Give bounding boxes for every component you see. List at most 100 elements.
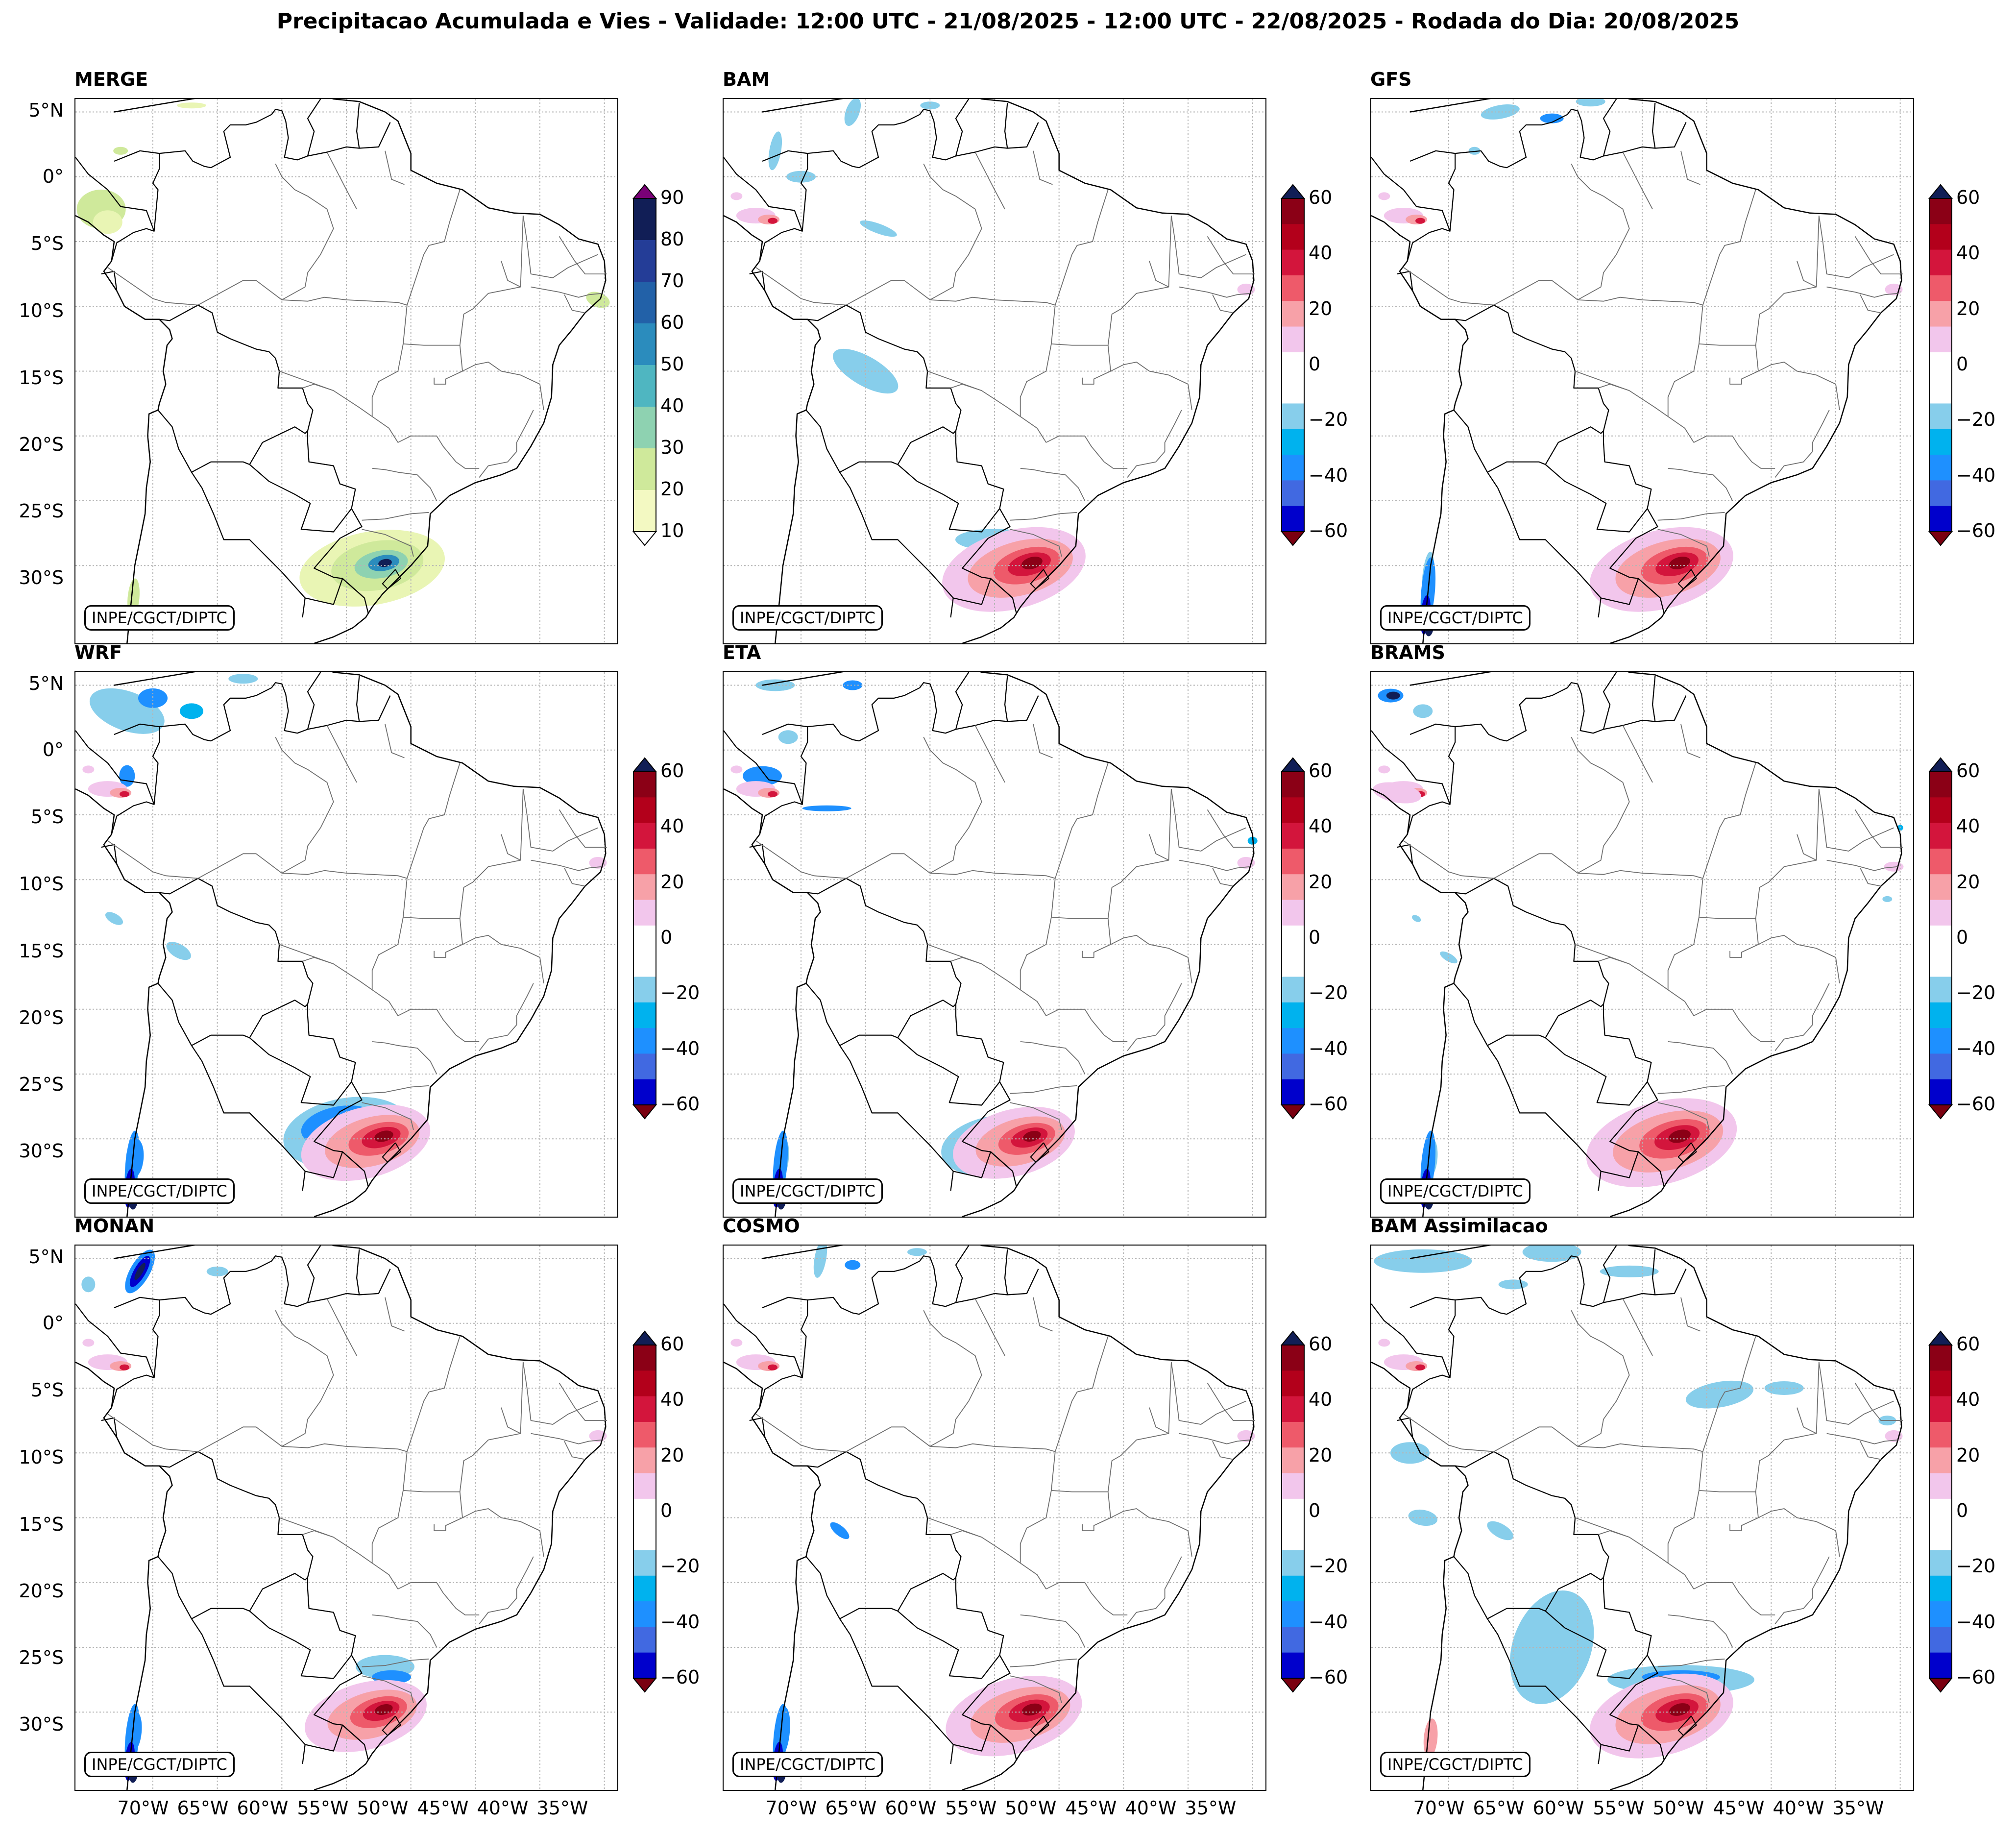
state-border bbox=[927, 944, 1021, 990]
colorbar-segment bbox=[1929, 772, 1952, 798]
field-patch bbox=[1510, 1590, 1594, 1705]
country-border bbox=[159, 1255, 282, 1315]
colorbar-extend-top bbox=[632, 184, 657, 199]
colorbar-extend-bottom bbox=[1928, 1678, 1953, 1693]
country-border bbox=[356, 102, 360, 148]
state-border bbox=[1826, 859, 1898, 871]
map-eta: INPE/CGCT/DIPTC bbox=[723, 671, 1266, 1218]
state-border bbox=[1164, 1556, 1182, 1598]
colorbar-segment bbox=[1282, 1524, 1304, 1550]
state-border bbox=[1797, 1407, 1817, 1434]
state-border bbox=[1033, 1297, 1053, 1332]
colorbar-extend-top bbox=[1280, 1330, 1306, 1345]
lat-label: 25°S bbox=[19, 500, 64, 522]
colorbar-segment bbox=[1929, 925, 1952, 952]
colorbar-segment bbox=[1282, 1652, 1304, 1679]
state-border bbox=[403, 1490, 463, 1531]
state-border bbox=[1699, 343, 1759, 385]
country-border bbox=[1453, 1556, 1604, 1619]
state-border bbox=[282, 296, 408, 306]
colorbar-segment bbox=[633, 1447, 656, 1474]
country-border bbox=[929, 684, 1039, 734]
colorbar-tick-label: 60 bbox=[1309, 1333, 1333, 1355]
credit-label: INPE/CGCT/DIPTC bbox=[732, 1752, 883, 1777]
colorbar-tick-label: −20 bbox=[1309, 982, 1348, 1004]
panel-title-eta: ETA bbox=[723, 642, 761, 663]
state-border bbox=[1812, 1556, 1830, 1598]
lagoon bbox=[1677, 1142, 1697, 1163]
colorbar-segment bbox=[1929, 275, 1952, 301]
colorbar-tick-label: 50 bbox=[660, 353, 684, 375]
colorbar-extend-bottom bbox=[1928, 531, 1953, 546]
map-canvas-wrf bbox=[75, 672, 617, 1217]
field-patch bbox=[802, 805, 851, 811]
state-border bbox=[197, 1426, 282, 1452]
state-border bbox=[362, 512, 429, 521]
lon-label: 50°W bbox=[1005, 1797, 1057, 1819]
country-border bbox=[953, 1724, 1013, 1752]
state-border bbox=[1693, 1008, 1775, 1042]
state-border bbox=[1826, 286, 1898, 298]
colorbar-segment bbox=[1282, 925, 1304, 952]
colorbar-brams bbox=[1928, 757, 1953, 1120]
country-border bbox=[75, 157, 155, 232]
colorbar-segment bbox=[1929, 848, 1952, 875]
colorbar-segment bbox=[1929, 1396, 1952, 1422]
state-border bbox=[846, 853, 930, 879]
lat-label: 0° bbox=[42, 166, 64, 187]
colorbar-segment bbox=[633, 977, 656, 1003]
colorbar-segment bbox=[1929, 1421, 1952, 1448]
colorbar-outline bbox=[633, 198, 656, 532]
colorbar-segment bbox=[633, 925, 656, 952]
state-border bbox=[1657, 512, 1725, 521]
country-border bbox=[953, 578, 1013, 605]
gridlines bbox=[1371, 672, 1913, 1217]
country-border bbox=[1652, 676, 1656, 722]
state-border bbox=[326, 725, 357, 783]
country-border bbox=[955, 99, 970, 156]
colorbar-segment bbox=[1929, 1575, 1952, 1602]
colorbar-segment bbox=[1929, 506, 1952, 532]
country-border bbox=[305, 1724, 365, 1752]
colorbar-segment bbox=[1929, 352, 1952, 378]
state-border bbox=[927, 1517, 1021, 1564]
colorbar-segment bbox=[1929, 1473, 1952, 1499]
colorbar-segment bbox=[633, 772, 656, 798]
colorbar-segment bbox=[1282, 506, 1304, 532]
field-patch bbox=[1374, 1249, 1472, 1273]
field-patch bbox=[1021, 557, 1043, 569]
state-border bbox=[1680, 1297, 1700, 1332]
lon-label: 45°W bbox=[1713, 1797, 1765, 1819]
country-border bbox=[111, 1296, 160, 1408]
colorbar-segment bbox=[633, 1627, 656, 1653]
colorbar-merge bbox=[632, 184, 657, 546]
map-canvas-monan bbox=[75, 1246, 617, 1790]
colorbar-segment bbox=[1929, 1601, 1952, 1627]
state-border bbox=[1020, 1041, 1086, 1075]
state-border bbox=[1818, 215, 1894, 278]
colorbar-extend-bottom bbox=[1280, 1104, 1306, 1120]
pacific-coast bbox=[724, 1361, 821, 1790]
field-patch bbox=[1668, 1129, 1691, 1143]
colorbar-tick-label: 40 bbox=[1956, 1389, 1980, 1411]
colorbar-tick-label: −60 bbox=[1309, 1093, 1348, 1115]
lat-label: 30°S bbox=[19, 1713, 64, 1735]
state-border bbox=[1657, 1658, 1725, 1667]
state-border bbox=[1693, 435, 1775, 469]
lon-label: 55°W bbox=[945, 1797, 997, 1819]
state-border bbox=[929, 1342, 982, 1447]
state-border bbox=[403, 917, 463, 958]
colorbar-tick-label: 60 bbox=[1309, 187, 1333, 208]
colorbar-segment bbox=[633, 951, 656, 977]
field-patch bbox=[844, 99, 861, 126]
state-border bbox=[1860, 1441, 1881, 1460]
field-patch bbox=[920, 101, 940, 110]
colorbar-segment bbox=[1929, 797, 1952, 824]
colorbar-extend-bottom bbox=[1280, 1678, 1306, 1693]
state-border bbox=[927, 370, 1021, 417]
colorbar-tick-label: −20 bbox=[1956, 982, 1996, 1004]
country-border bbox=[159, 682, 282, 742]
field-patch bbox=[768, 131, 782, 171]
map-bam-assim: INPE/CGCT/DIPTC bbox=[1370, 1245, 1914, 1791]
colorbar-segment bbox=[1282, 1345, 1304, 1371]
